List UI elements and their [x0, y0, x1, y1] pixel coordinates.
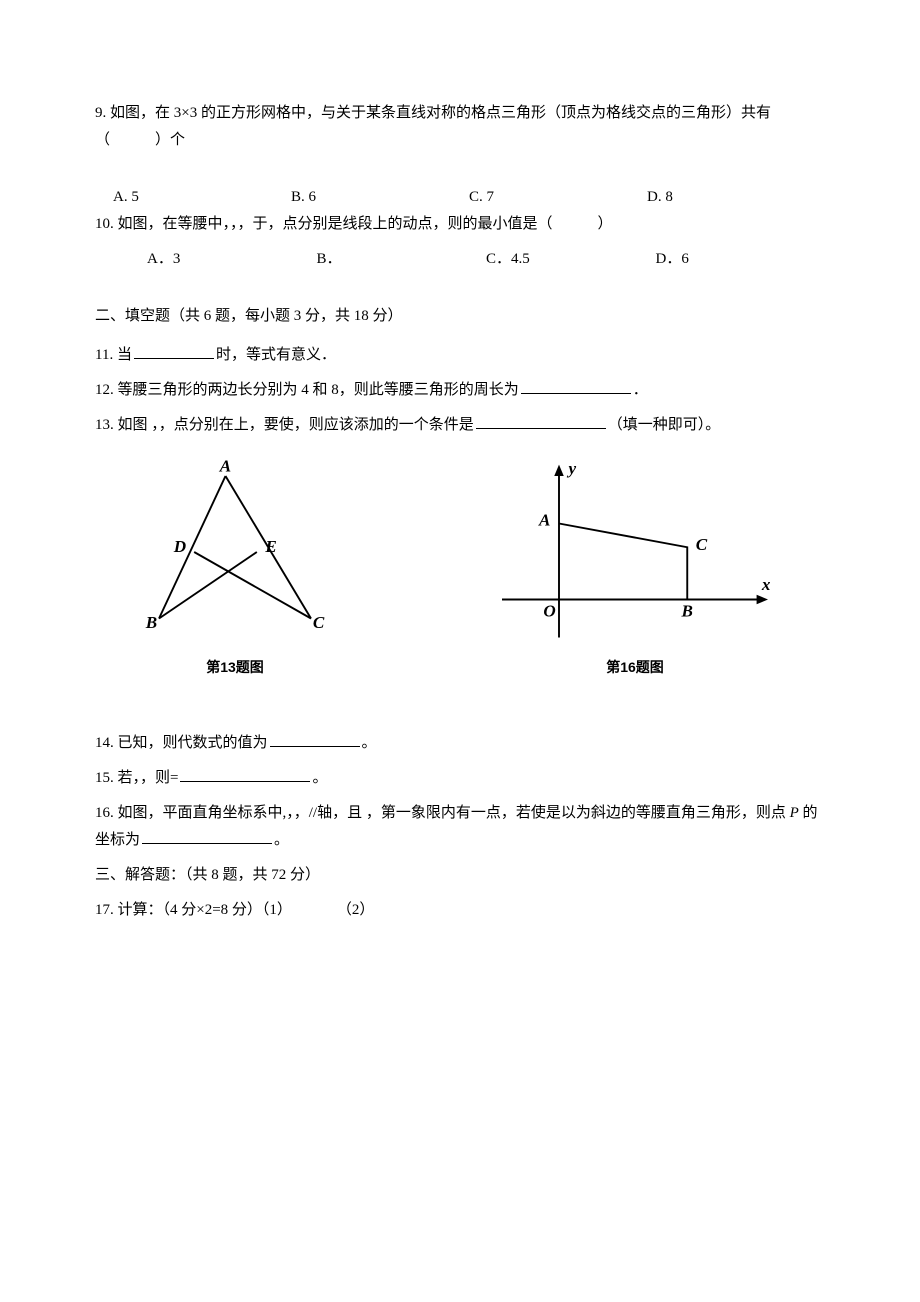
fig16-lbl-B: B [681, 602, 693, 621]
q10-options: A．3 B． C．4.5 D．6 [95, 246, 825, 273]
q17-text: 计算：（4 分×2=8 分）（1） （2） [118, 902, 375, 918]
q9-label: 9. [95, 105, 106, 121]
q9-opt-a: A. 5 [113, 184, 291, 211]
question-13: 13. 如图 ，，点分别在上，要使，则应该添加的一个条件是 （填一种即可）。 [95, 412, 825, 439]
q9-text: 如图，在 3×3 的正方形网格中，与关于某条直线对称的格点三角形（顶点为格线交点… [95, 105, 771, 148]
q13-t2: （填一种即可）。 [608, 417, 721, 433]
q16-italic: P [790, 805, 799, 821]
section-2-title: 二、填空题（共 6 题，每小题 3 分，共 18 分） [95, 303, 825, 330]
figure-13: A D E B C 第13题图 [125, 457, 345, 680]
q13-t1: 如图 ，，点分别在上，要使，则应该添加的一个条件是 [118, 417, 474, 433]
q13-label: 13. [95, 417, 114, 433]
q16-blank [142, 828, 272, 844]
q12-t2: ． [633, 382, 648, 398]
fig16-caption: 第16题图 [485, 655, 785, 680]
q10-text: 如图，在等腰中，，，于，点分别是线段上的动点，则的最小值是（ ） [118, 216, 613, 232]
q12-label: 12. [95, 382, 114, 398]
q16-label: 16. [95, 805, 114, 821]
figure-13-svg: A D E B C [125, 457, 345, 647]
q14-t1: 已知，则代数式的值为 [118, 735, 268, 751]
q14-label: 14. [95, 735, 114, 751]
question-16: 16. 如图，平面直角坐标系中,，，//轴，且 ，第一象限内有一点，若使是以为斜… [95, 800, 825, 854]
q14-blank [270, 731, 360, 747]
q11-blank [134, 343, 214, 359]
q14-t2: 。 [362, 735, 377, 751]
question-17: 17. 计算：（4 分×2=8 分）（1） （2） [95, 897, 825, 924]
figure-16: A C O B x y 第16题图 [485, 457, 785, 680]
q12-blank [521, 378, 631, 394]
q9-opt-b: B. 6 [291, 184, 469, 211]
q9-options: A. 5 B. 6 C. 7 D. 8 [95, 184, 825, 211]
question-9: 9. 如图，在 3×3 的正方形网格中，与关于某条直线对称的格点三角形（顶点为格… [95, 100, 825, 154]
q9-opt-d: D. 8 [647, 184, 825, 211]
fig16-lbl-O: O [543, 602, 555, 621]
q10-opt-c: C．4.5 [486, 246, 656, 273]
question-15: 15. 若，，则= 。 [95, 765, 825, 792]
fig13-lbl-A: A [219, 457, 231, 475]
q13-blank [476, 413, 606, 429]
fig13-caption: 第13题图 [125, 655, 345, 680]
section-3-title: 三、解答题：（共 8 题，共 72 分） [95, 862, 825, 889]
q17-label: 17. [95, 902, 114, 918]
q11-t1: 当 [117, 347, 132, 363]
q15-blank [180, 766, 310, 782]
q11-t2: 时，等式有意义． [216, 347, 336, 363]
fig13-lbl-E: E [264, 537, 276, 556]
fig13-lbl-C: C [313, 613, 325, 632]
q10-opt-a: A．3 [147, 246, 317, 273]
q16-t3: 。 [274, 832, 289, 848]
question-11: 11. 当 时，等式有意义． [95, 342, 825, 369]
q10-label: 10. [95, 216, 114, 232]
question-14: 14. 已知，则代数式的值为 。 [95, 730, 825, 757]
question-12: 12. 等腰三角形的两边长分别为 4 和 8，则此等腰三角形的周长为 ． [95, 377, 825, 404]
q15-label: 15. [95, 770, 114, 786]
fig16-lbl-C: C [696, 535, 708, 554]
fig13-lbl-B: B [145, 613, 157, 632]
fig16-lbl-x: x [761, 575, 771, 594]
q9-opt-c: C. 7 [469, 184, 647, 211]
q15-t1: 若，，则= [118, 770, 179, 786]
fig16-lbl-A: A [538, 510, 550, 529]
fig13-lbl-D: D [173, 537, 186, 556]
fig16-lbl-y: y [567, 459, 577, 478]
q11-label: 11. [95, 347, 113, 363]
question-10: 10. 如图，在等腰中，，，于，点分别是线段上的动点，则的最小值是（ ） [95, 211, 825, 238]
figure-16-svg: A C O B x y [485, 457, 785, 647]
q16-t1: 如图，平面直角坐标系中,，，//轴，且 ，第一象限内有一点，若使是以为斜边的等腰… [118, 805, 786, 821]
q10-opt-b: B． [317, 246, 487, 273]
q10-opt-d: D．6 [656, 246, 826, 273]
figures-row: A D E B C 第13题图 A C O B x [95, 457, 825, 680]
q15-t2: 。 [312, 770, 327, 786]
q12-t1: 等腰三角形的两边长分别为 4 和 8，则此等腰三角形的周长为 [118, 382, 519, 398]
